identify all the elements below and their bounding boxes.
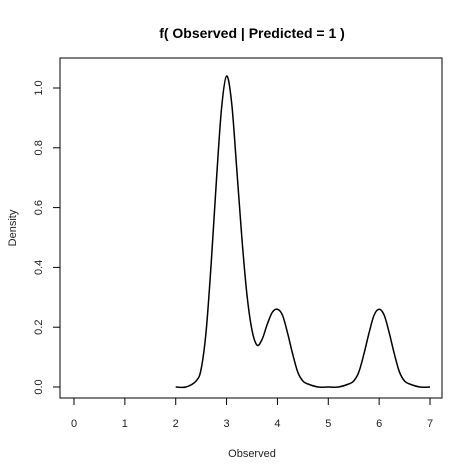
y-tick-label: 0.6 xyxy=(33,200,45,215)
x-axis-ticks: 0 1 2 3 4 5 6 7 xyxy=(71,398,433,430)
x-tick-label: 7 xyxy=(427,418,433,430)
x-tick-label: 6 xyxy=(376,418,382,430)
x-tick-label: 1 xyxy=(122,418,128,430)
x-tick-label: 2 xyxy=(173,418,179,430)
y-tick-label: 0.8 xyxy=(33,140,45,155)
x-tick-label: 4 xyxy=(274,418,280,430)
y-tick-label: 0.0 xyxy=(33,379,45,394)
plot-frame xyxy=(59,57,443,399)
series-group xyxy=(175,75,431,389)
y-tick-label: 1.0 xyxy=(33,80,45,95)
y-tick-label: 0.4 xyxy=(33,260,45,275)
y-axis-ticks: 0.0 0.2 0.4 0.6 0.8 1.0 xyxy=(33,80,60,395)
x-axis-label: Observed xyxy=(228,448,276,460)
y-axis-label: Density xyxy=(7,209,19,246)
density-curve xyxy=(175,75,431,389)
x-tick-label: 3 xyxy=(224,418,230,430)
chart-title: f( Observed | Predicted = 1 ) xyxy=(159,25,345,41)
x-tick-label: 5 xyxy=(325,418,331,430)
x-tick-label: 0 xyxy=(71,418,77,430)
y-tick-label: 0.2 xyxy=(33,320,45,335)
